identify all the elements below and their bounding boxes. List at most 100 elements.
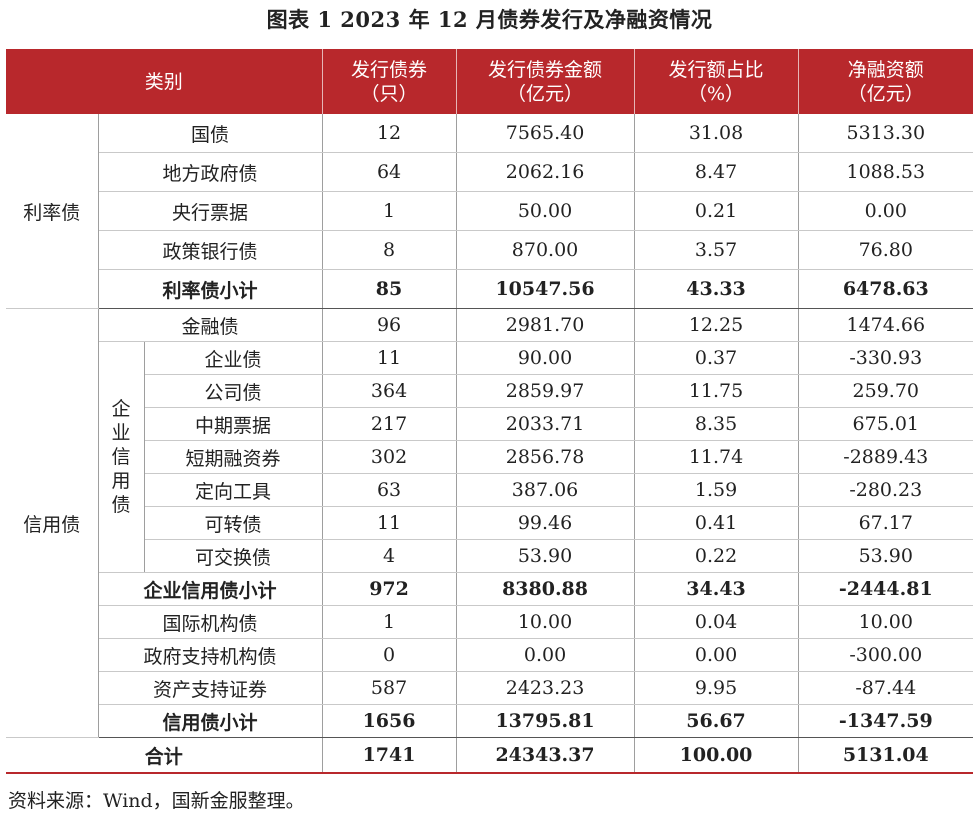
cell-count: 302 <box>322 440 457 474</box>
row-name: 定向工具 <box>144 473 323 507</box>
cell-share: 31.08 <box>634 114 799 153</box>
table-row: 可转债 11 99.46 0.41 67.17 <box>6 506 974 540</box>
cell-net: -300.00 <box>798 638 974 672</box>
cell-amount: 50.00 <box>456 191 635 231</box>
cell-amount: 2423.23 <box>456 671 635 705</box>
group-label-rate: 利率债 <box>6 114 99 309</box>
cell-count: 8 <box>322 230 457 270</box>
cell-amount: 99.46 <box>456 506 635 540</box>
row-name: 短期融资券 <box>144 440 323 474</box>
cell-amount: 53.90 <box>456 539 635 573</box>
cell-amount: 2859.97 <box>456 374 635 408</box>
source-note: 资料来源：Wind，国新金服整理。 <box>8 790 305 812</box>
table-row: 短期融资券 302 2856.78 11.74 -2889.43 <box>6 440 974 474</box>
cell-amount: 24343.37 <box>456 737 635 774</box>
cell-count: 1656 <box>322 704 457 738</box>
cell-amount: 8380.88 <box>456 572 635 606</box>
cell-net: -330.93 <box>798 341 974 375</box>
cell-count: 64 <box>322 152 457 192</box>
cell-count: 11 <box>322 341 457 375</box>
cell-count: 1741 <box>322 737 457 774</box>
table-title: 图表 1 2023 年 12 月债券发行及净融资情况 <box>266 7 713 32</box>
table-row: 信用债 金融债 96 2981.70 12.25 1474.66 <box>6 308 974 738</box>
row-name: 资产支持证券 <box>98 671 323 705</box>
cell-net: 10.00 <box>798 605 974 639</box>
header-row: 类别 发行债券 （只） 发行债券金额 （亿元） 发行额占比 （%） 净融资额 （亿元） <box>6 49 974 114</box>
header-share: 发行额占比 （%） <box>633 49 799 114</box>
table-row: 中期票据 217 2033.71 8.35 675.01 <box>6 407 974 441</box>
row-name: 可转债 <box>144 506 323 540</box>
cell-count: 0 <box>322 638 457 672</box>
cell-count: 4 <box>322 539 457 573</box>
row-name: 可交换债 <box>144 539 323 573</box>
cell-share: 100.00 <box>634 737 799 774</box>
cell-net: 0.00 <box>798 191 974 231</box>
row-name: 中期票据 <box>144 407 323 441</box>
row-name: 信用债小计 <box>98 704 323 738</box>
cell-share: 3.57 <box>634 230 799 270</box>
header-issued-amount: 发行债券金额 （亿元） <box>455 49 635 114</box>
cell-net: -1347.59 <box>798 704 974 738</box>
row-name: 金融债 <box>98 308 323 342</box>
cell-share: 9.95 <box>634 671 799 705</box>
header-category: 类别 <box>6 49 323 114</box>
table-row-total: 合计 1741 24343.37 100.00 5131.04 <box>6 737 974 774</box>
cell-count: 12 <box>322 114 457 153</box>
cell-count: 63 <box>322 473 457 507</box>
cell-count: 85 <box>322 269 457 309</box>
cell-share: 11.75 <box>634 374 799 408</box>
row-name: 利率债小计 <box>98 269 323 309</box>
table-row: 央行票据 1 50.00 0.21 0.00 <box>6 191 974 231</box>
table-row-subtotal: 信用债小计 1656 13795.81 56.67 -1347.59 <box>6 704 974 738</box>
cell-amount: 870.00 <box>456 230 635 270</box>
cell-amount: 13795.81 <box>456 704 635 738</box>
cell-net: 1088.53 <box>798 152 974 192</box>
cell-amount: 2033.71 <box>456 407 635 441</box>
cell-net: 5313.30 <box>798 114 974 153</box>
row-name: 国债 <box>98 114 323 153</box>
cell-share: 0.21 <box>634 191 799 231</box>
cell-share: 56.67 <box>634 704 799 738</box>
cell-net: 53.90 <box>798 539 974 573</box>
cell-share: 8.47 <box>634 152 799 192</box>
cell-amount: 7565.40 <box>456 114 635 153</box>
cell-share: 1.59 <box>634 473 799 507</box>
table-row: 定向工具 63 387.06 1.59 -280.23 <box>6 473 974 507</box>
cell-amount: 90.00 <box>456 341 635 375</box>
cell-share: 0.22 <box>634 539 799 573</box>
cell-net: 5131.04 <box>798 737 974 774</box>
cell-share: 0.37 <box>634 341 799 375</box>
cell-amount: 387.06 <box>456 473 635 507</box>
cell-net: 675.01 <box>798 407 974 441</box>
cell-amount: 2062.16 <box>456 152 635 192</box>
table-row-subtotal: 利率债小计 85 10547.56 43.33 6478.63 <box>6 269 974 309</box>
cell-count: 217 <box>322 407 457 441</box>
cell-amount: 0.00 <box>456 638 635 672</box>
cell-net: -280.23 <box>798 473 974 507</box>
table-row: 国际机构债 1 10.00 0.04 10.00 <box>6 605 974 639</box>
cell-net: 259.70 <box>798 374 974 408</box>
table-row: 政府支持机构债 0 0.00 0.00 -300.00 <box>6 638 974 672</box>
cell-share: 34.43 <box>634 572 799 606</box>
cell-amount: 2981.70 <box>456 308 635 342</box>
group-label-credit: 信用债 <box>6 308 99 738</box>
cell-share: 8.35 <box>634 407 799 441</box>
row-name: 企业债 <box>144 341 323 375</box>
table-row: 政策银行债 8 870.00 3.57 76.80 <box>6 230 974 270</box>
cell-count: 11 <box>322 506 457 540</box>
bond-issuance-table: 类别 发行债券 （只） 发行债券金额 （亿元） 发行额占比 （%） 净融资额 （亿元） … <box>6 49 974 774</box>
row-name: 地方政府债 <box>98 152 323 192</box>
row-name: 企业信用债小计 <box>98 572 323 606</box>
table-row: 公司债 364 2859.97 11.75 259.70 <box>6 374 974 408</box>
row-name: 政策银行债 <box>98 230 323 270</box>
cell-amount: 10547.56 <box>456 269 635 309</box>
cell-amount: 2856.78 <box>456 440 635 474</box>
cell-count: 364 <box>322 374 457 408</box>
table-row: 资产支持证券 587 2423.23 9.95 -87.44 <box>6 671 974 705</box>
row-name: 合计 <box>6 737 323 774</box>
row-name: 国际机构债 <box>98 605 323 639</box>
table-row: 企业信用债 企业债 11 90.00 0.37 -330.93 <box>6 341 974 573</box>
cell-net: 67.17 <box>798 506 974 540</box>
row-name: 央行票据 <box>98 191 323 231</box>
cell-count: 96 <box>322 308 457 342</box>
